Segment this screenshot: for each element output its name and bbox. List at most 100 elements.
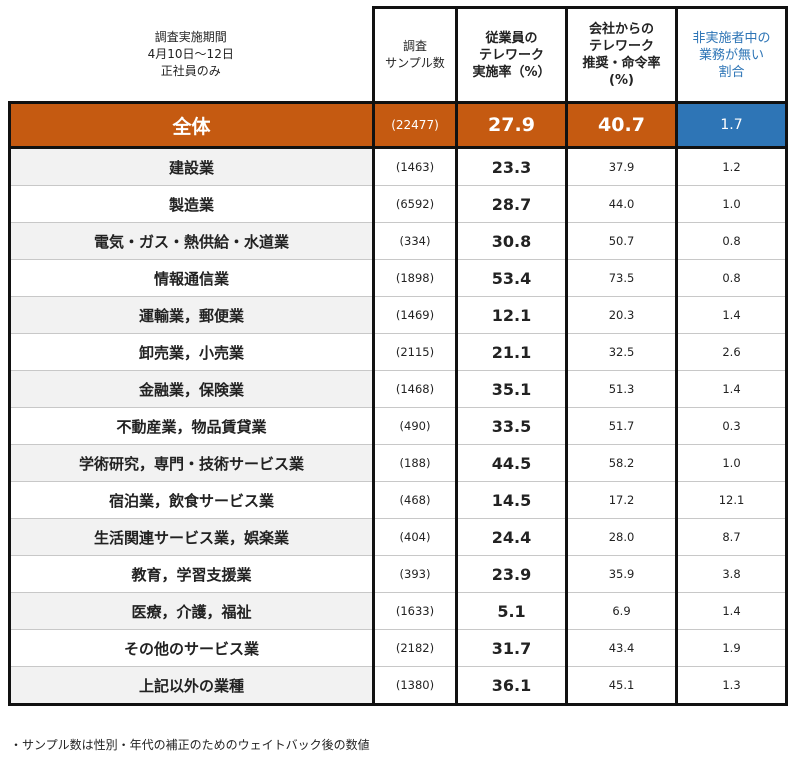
total-value: 40.7	[565, 101, 678, 149]
telework-rate: 14.5	[455, 481, 568, 519]
sample-size: (1468)	[372, 370, 458, 408]
total-label: 全体	[8, 101, 374, 149]
sample-size: (1469)	[372, 296, 458, 334]
recommend-rate: 43.4	[565, 629, 678, 667]
industry-row: 不動産業，物品賃貸業 (490) 33.5 51.7 0.3	[8, 407, 788, 445]
industry-row: 学術研究，専門・技術サービス業 (188) 44.5 58.2 1.0	[8, 444, 788, 482]
sample-size: (2115)	[372, 333, 458, 371]
header-line: 4月10日～12日	[147, 46, 234, 61]
header-line: 非実施者中の	[692, 30, 771, 46]
telework-rate: 21.1	[455, 333, 568, 371]
industry-label: 宿泊業，飲食サービス業	[8, 481, 374, 519]
sample-size: (1633)	[372, 592, 458, 630]
header-line: 調査	[402, 39, 427, 53]
column-header: 非実施者中の 業務が無い 割合	[675, 6, 788, 103]
no-work-rate: 1.3	[675, 666, 788, 706]
header-line: 調査実施期間	[154, 29, 227, 44]
industry-row: 卸売業，小売業 (2115) 21.1 32.5 2.6	[8, 333, 788, 371]
telework-rate: 24.4	[455, 518, 568, 556]
industry-label: 教育，学習支援業	[8, 555, 374, 593]
recommend-rate: 51.7	[565, 407, 678, 445]
header-line: 推奨・命令率	[582, 56, 661, 71]
telework-rate: 23.9	[455, 555, 568, 593]
recommend-rate: 20.3	[565, 296, 678, 334]
header-line: テレワーク	[588, 39, 654, 54]
industry-row: その他のサービス業 (2182) 31.7 43.4 1.9	[8, 629, 788, 667]
recommend-rate: 51.3	[565, 370, 678, 408]
telework-rate: 23.3	[455, 147, 568, 186]
industry-label: 医療，介護，福祉	[8, 592, 374, 630]
industry-label: 不動産業，物品賃貸業	[8, 407, 374, 445]
recommend-rate: 50.7	[565, 222, 678, 260]
industry-row: 教育，学習支援業 (393) 23.9 35.9 3.8	[8, 555, 788, 593]
telework-table: 調査実施期間 4月10日～12日 正社員のみ 調査 サンプル数 従業員の テレワーク 実施率（…	[8, 6, 788, 706]
industry-label: 製造業	[8, 185, 374, 223]
industry-row: 電気・ガス・熱供給・水道業 (334) 30.8 50.7 0.8	[8, 222, 788, 260]
total-value: 27.9	[455, 101, 568, 149]
industry-label: 運輸業，郵便業	[8, 296, 374, 334]
industry-row: 宿泊業，飲食サービス業 (468) 14.5 17.2 12.1	[8, 481, 788, 519]
no-work-rate: 1.2	[675, 147, 788, 186]
header-line: (%)	[609, 73, 634, 88]
industry-label: 生活関連サービス業，娯楽業	[8, 518, 374, 556]
sample-size: (188)	[372, 444, 458, 482]
no-work-rate: 3.8	[675, 555, 788, 593]
industry-row: 製造業 (6592) 28.7 44.0 1.0	[8, 185, 788, 223]
total-row: 全体 (22477) 27.9 40.7 1.7	[8, 101, 788, 149]
sample-size: (6592)	[372, 185, 458, 223]
column-header: 会社からの テレワーク 推奨・命令率 (%)	[565, 6, 678, 103]
telework-rate: 36.1	[455, 666, 568, 706]
no-work-rate: 1.4	[675, 370, 788, 408]
industry-row: 医療，介護，福祉 (1633) 5.1 6.9 1.4	[8, 592, 788, 630]
recommend-rate: 28.0	[565, 518, 678, 556]
industry-label: その他のサービス業	[8, 629, 374, 667]
column-header: 調査 サンプル数	[372, 6, 458, 103]
sample-size: (490)	[372, 407, 458, 445]
sample-size: (404)	[372, 518, 458, 556]
industry-row: 生活関連サービス業，娯楽業 (404) 24.4 28.0 8.7	[8, 518, 788, 556]
period-cell: 調査実施期間 4月10日～12日 正社員のみ	[9, 7, 374, 103]
recommend-rate: 6.9	[565, 592, 678, 630]
telework-rate: 12.1	[455, 296, 568, 334]
header-line: サンプル数	[385, 56, 445, 70]
telework-rate: 44.5	[455, 444, 568, 482]
no-work-rate: 1.4	[675, 296, 788, 334]
telework-rate: 30.8	[455, 222, 568, 260]
sample-size: (393)	[372, 555, 458, 593]
no-work-rate: 1.0	[675, 185, 788, 223]
sample-size: (1463)	[372, 147, 458, 186]
industry-row: 建設業 (1463) 23.3 37.9 1.2	[8, 147, 788, 186]
no-work-rate: 8.7	[675, 518, 788, 556]
industry-row: 運輸業，郵便業 (1469) 12.1 20.3 1.4	[8, 296, 788, 334]
recommend-rate: 17.2	[565, 481, 678, 519]
recommend-rate: 44.0	[565, 185, 678, 223]
telework-rate: 53.4	[455, 259, 568, 297]
no-work-rate: 1.4	[675, 592, 788, 630]
header-line: 従業員の	[485, 30, 538, 46]
recommend-rate: 58.2	[565, 444, 678, 482]
sample-size: (468)	[372, 481, 458, 519]
telework-rate: 28.7	[455, 185, 568, 223]
industry-label: 情報通信業	[8, 259, 374, 297]
recommend-rate: 73.5	[565, 259, 678, 297]
column-header: 従業員の テレワーク 実施率（%）	[455, 6, 568, 103]
total-value: 1.7	[675, 101, 788, 149]
industry-label: 卸売業，小売業	[8, 333, 374, 371]
sample-size: (334)	[372, 222, 458, 260]
sample-size: (1380)	[372, 666, 458, 706]
table-wrap: 調査実施期間 4月10日～12日 正社員のみ 調査 サンプル数 従業員の テレワーク 実施率（…	[8, 6, 788, 706]
header-line: 割合	[718, 64, 745, 80]
header-line: 実施率（%）	[472, 64, 551, 80]
telework-rate: 35.1	[455, 370, 568, 408]
industry-row: 金融業，保険業 (1468) 35.1 51.3 1.4	[8, 370, 788, 408]
recommend-rate: 37.9	[565, 147, 678, 186]
industry-label: 上記以外の業種	[8, 666, 374, 706]
header-line: テレワーク	[478, 47, 544, 63]
industry-row: 情報通信業 (1898) 53.4 73.5 0.8	[8, 259, 788, 297]
recommend-rate: 32.5	[565, 333, 678, 371]
no-work-rate: 12.1	[675, 481, 788, 519]
telework-rate: 33.5	[455, 407, 568, 445]
telework-rate: 5.1	[455, 592, 568, 630]
recommend-rate: 45.1	[565, 666, 678, 706]
